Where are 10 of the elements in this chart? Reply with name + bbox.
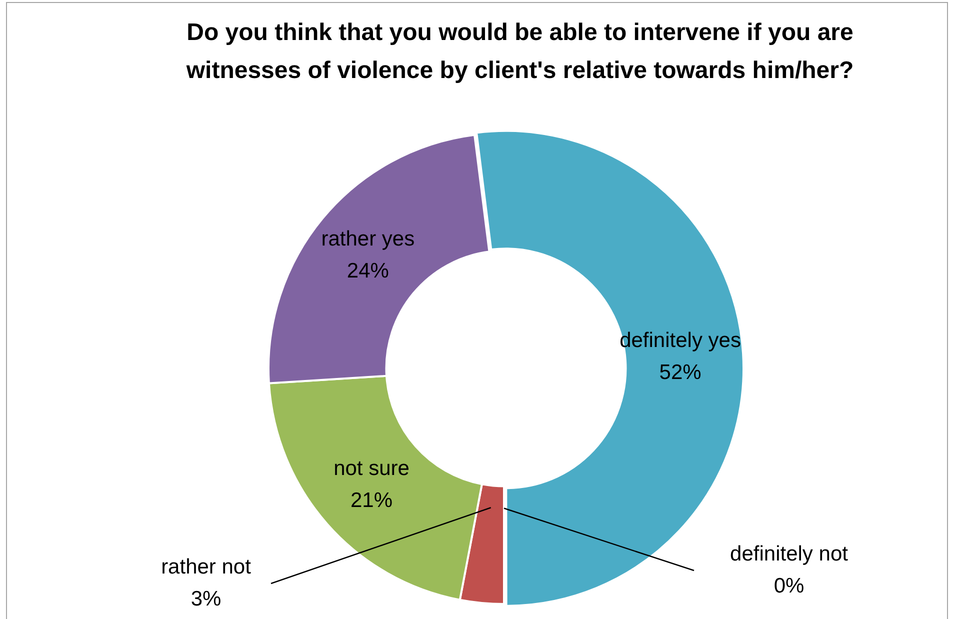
data-label: 21% bbox=[350, 489, 393, 512]
chart-title: Do you think that you would be able to intervene if you are witnesses of violence by client's relative towards him/her? bbox=[185, 18, 855, 86]
slice-label: rather yes bbox=[321, 228, 415, 251]
data-label: 24% bbox=[346, 260, 389, 283]
slice-label: rather not bbox=[161, 555, 252, 578]
text: 0% bbox=[774, 574, 804, 598]
category-label: definitely not bbox=[730, 542, 848, 566]
slice-label: not sure bbox=[334, 457, 410, 480]
data-label: 3% bbox=[190, 587, 222, 610]
data-label: 52% bbox=[659, 361, 702, 384]
